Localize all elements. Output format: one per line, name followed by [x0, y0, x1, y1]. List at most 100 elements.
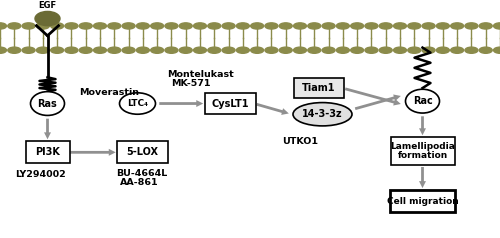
Text: Tiam1: Tiam1 — [302, 83, 336, 93]
Circle shape — [494, 47, 500, 53]
Circle shape — [294, 47, 306, 53]
Circle shape — [179, 47, 192, 53]
Circle shape — [65, 23, 78, 29]
Text: 5-LOX: 5-LOX — [126, 147, 158, 157]
Circle shape — [136, 23, 149, 29]
Circle shape — [22, 23, 35, 29]
Circle shape — [8, 47, 21, 53]
Circle shape — [408, 23, 421, 29]
Text: LY294002: LY294002 — [15, 170, 66, 179]
Circle shape — [436, 23, 450, 29]
Circle shape — [322, 23, 335, 29]
Text: 14-3-3z: 14-3-3z — [302, 109, 343, 119]
Circle shape — [222, 23, 235, 29]
Circle shape — [436, 47, 450, 53]
Circle shape — [279, 47, 292, 53]
Circle shape — [365, 47, 378, 53]
Circle shape — [308, 47, 321, 53]
Circle shape — [50, 47, 64, 53]
Circle shape — [250, 23, 264, 29]
Text: Lamellipodia: Lamellipodia — [390, 142, 455, 151]
Circle shape — [450, 47, 464, 53]
Text: Rac: Rac — [412, 96, 432, 106]
Circle shape — [336, 47, 349, 53]
Circle shape — [108, 47, 121, 53]
Text: EGF: EGF — [38, 1, 56, 10]
Circle shape — [194, 23, 206, 29]
Circle shape — [494, 23, 500, 29]
Text: BU-4664L: BU-4664L — [116, 169, 167, 178]
Circle shape — [108, 23, 121, 29]
Circle shape — [336, 23, 349, 29]
Text: Cell migration: Cell migration — [386, 197, 458, 206]
Circle shape — [194, 47, 206, 53]
Circle shape — [465, 23, 478, 29]
Circle shape — [308, 23, 321, 29]
Circle shape — [79, 47, 92, 53]
Circle shape — [379, 23, 392, 29]
Circle shape — [236, 23, 250, 29]
Circle shape — [94, 47, 106, 53]
Text: PI3K: PI3K — [35, 147, 60, 157]
Text: MK-571: MK-571 — [172, 79, 211, 88]
FancyBboxPatch shape — [390, 190, 455, 212]
FancyBboxPatch shape — [294, 78, 344, 98]
Ellipse shape — [293, 103, 352, 126]
Circle shape — [294, 23, 306, 29]
Circle shape — [465, 47, 478, 53]
Circle shape — [79, 23, 92, 29]
Circle shape — [150, 47, 164, 53]
Circle shape — [22, 47, 35, 53]
Circle shape — [265, 23, 278, 29]
Circle shape — [122, 23, 135, 29]
Circle shape — [422, 47, 435, 53]
Circle shape — [36, 47, 50, 53]
Circle shape — [208, 47, 221, 53]
Text: Ras: Ras — [38, 99, 58, 109]
FancyBboxPatch shape — [204, 93, 256, 114]
Circle shape — [422, 23, 435, 29]
Circle shape — [479, 23, 492, 29]
Text: Moverastin: Moverastin — [79, 88, 139, 97]
Ellipse shape — [35, 11, 60, 26]
Text: UTKO1: UTKO1 — [282, 137, 318, 146]
Circle shape — [179, 23, 192, 29]
Circle shape — [0, 23, 6, 29]
Text: AA-861: AA-861 — [120, 178, 158, 187]
Circle shape — [322, 47, 335, 53]
Circle shape — [365, 23, 378, 29]
FancyBboxPatch shape — [26, 141, 70, 163]
Circle shape — [208, 23, 221, 29]
Circle shape — [250, 47, 264, 53]
Circle shape — [350, 47, 364, 53]
Circle shape — [394, 23, 406, 29]
Circle shape — [8, 23, 21, 29]
FancyBboxPatch shape — [117, 141, 168, 163]
Circle shape — [36, 23, 50, 29]
Circle shape — [65, 47, 78, 53]
Circle shape — [165, 23, 178, 29]
Circle shape — [265, 47, 278, 53]
Circle shape — [279, 23, 292, 29]
Circle shape — [150, 23, 164, 29]
Circle shape — [379, 47, 392, 53]
Circle shape — [450, 23, 464, 29]
Ellipse shape — [120, 93, 156, 114]
Circle shape — [222, 47, 235, 53]
Circle shape — [136, 47, 149, 53]
Circle shape — [165, 47, 178, 53]
Text: LTC₄: LTC₄ — [127, 99, 148, 108]
Ellipse shape — [406, 89, 440, 113]
Circle shape — [394, 47, 406, 53]
Text: formation: formation — [398, 151, 448, 160]
Circle shape — [0, 47, 6, 53]
Circle shape — [50, 23, 64, 29]
Text: Montelukast: Montelukast — [168, 70, 234, 79]
FancyBboxPatch shape — [390, 138, 454, 165]
Ellipse shape — [30, 92, 64, 115]
Circle shape — [122, 47, 135, 53]
Circle shape — [94, 23, 106, 29]
Circle shape — [479, 47, 492, 53]
Circle shape — [236, 47, 250, 53]
Circle shape — [350, 23, 364, 29]
